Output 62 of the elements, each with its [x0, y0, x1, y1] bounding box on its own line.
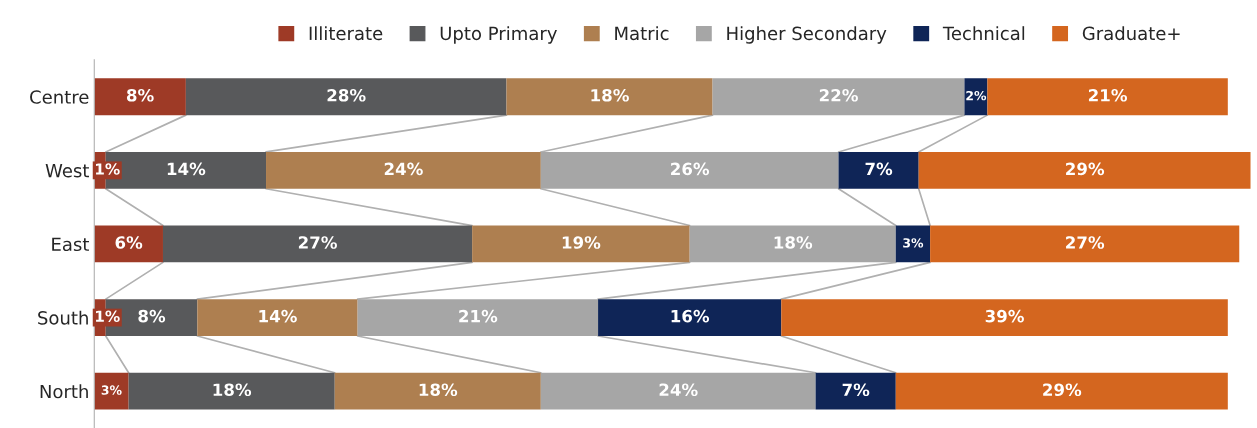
bar [930, 225, 1240, 263]
data-label: 28% [327, 88, 366, 102]
data-label: 7% [865, 162, 893, 176]
data-label: 24% [384, 162, 423, 176]
data-label: 29% [1066, 162, 1105, 176]
data-label: 27% [1066, 236, 1105, 249]
data-label: 8% [126, 88, 154, 102]
data-label: 19% [562, 236, 601, 249]
data-label: 26% [671, 162, 710, 176]
bar [94, 225, 163, 263]
bar [128, 372, 335, 410]
bar [266, 151, 541, 189]
bar [838, 151, 919, 189]
data-label: 14% [167, 162, 206, 176]
data-label: 18% [213, 383, 252, 397]
data-label: 21% [1088, 88, 1128, 102]
bar [918, 151, 1251, 189]
y-tick-label: West [45, 164, 89, 178]
data-label: 1% [96, 310, 120, 323]
legend-label: Illiterate [309, 26, 383, 41]
data-label: 39% [985, 309, 1024, 323]
data-label: 3% [101, 385, 122, 395]
data-label: 24% [659, 383, 698, 397]
data-label: 1% [96, 163, 120, 175]
legend-label: Technical [942, 26, 1025, 41]
y-tick-label: South [38, 310, 88, 325]
bar [162, 225, 473, 263]
bar [197, 299, 358, 336]
bar [987, 78, 1228, 116]
legend-label: Matric [615, 26, 669, 41]
bar [895, 225, 931, 263]
data-label: 18% [591, 88, 629, 102]
legend-label: Upto Primary [440, 26, 557, 44]
data-label: 21% [459, 309, 498, 323]
data-label: 6% [115, 236, 143, 249]
data-label: 18% [774, 236, 813, 249]
bar [815, 372, 896, 410]
y-tick-label: East [52, 237, 89, 252]
bar [94, 372, 129, 410]
data-label: 18% [419, 383, 458, 397]
bar [781, 299, 1228, 336]
data-label: 8% [138, 309, 166, 323]
legend-label: Graduate+ [1082, 26, 1180, 41]
bar [472, 225, 690, 263]
data-label: 22% [819, 88, 858, 102]
bar [185, 78, 507, 116]
bar [598, 299, 782, 336]
bar [94, 78, 186, 116]
y-tick-label: North [40, 384, 88, 399]
data-label: 16% [671, 309, 710, 323]
data-label: 7% [842, 383, 870, 397]
bar [895, 372, 1228, 410]
bar [506, 78, 713, 116]
y-tick-label: Centre [30, 90, 89, 104]
data-label: 29% [1043, 383, 1082, 397]
data-label: 2% [966, 90, 987, 101]
legend-label: Higher Secondary [727, 26, 887, 44]
data-label: 27% [298, 236, 337, 249]
bar [964, 78, 988, 116]
data-label: 14% [259, 309, 297, 323]
data-label: 3% [903, 238, 924, 248]
bar [334, 372, 541, 410]
